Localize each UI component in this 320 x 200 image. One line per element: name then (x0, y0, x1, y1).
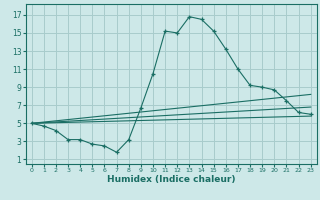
X-axis label: Humidex (Indice chaleur): Humidex (Indice chaleur) (107, 175, 236, 184)
